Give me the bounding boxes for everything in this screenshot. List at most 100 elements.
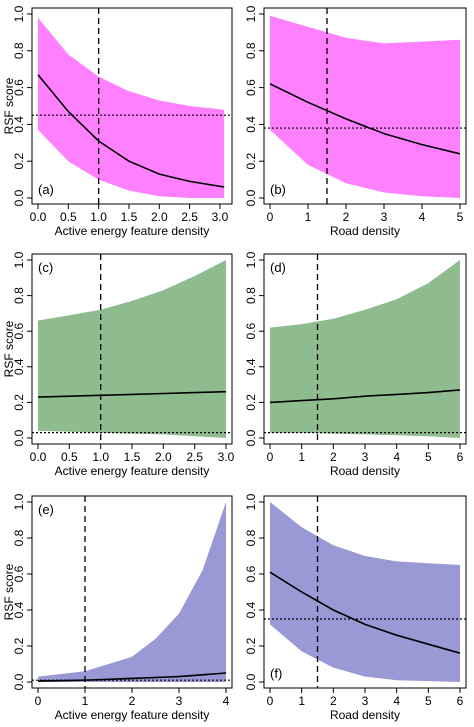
chart-panel-3: 0.0 0.2 0.4 0.6 0.8 1.0 0.0 0.5 1.0 1.5 2.0 2.5 3.0 A… — [2, 251, 235, 478]
y-tick-label: 0.4 — [12, 358, 26, 375]
x-tick-label: 4 — [223, 694, 230, 708]
x-tick-label: 1 — [298, 694, 305, 708]
x-tick-label: 0 — [267, 210, 274, 224]
y-tick-label: 0.0 — [244, 189, 258, 206]
y-tick-label: 0.4 — [244, 601, 258, 618]
y-tick-label: 0.6 — [244, 323, 258, 340]
y-tick-label: 0.0 — [244, 429, 258, 446]
confidence-band — [38, 260, 226, 438]
y-tick-label: 0.4 — [12, 601, 26, 618]
rsf-curve — [269, 389, 461, 404]
x-tick-label: 2 — [330, 694, 337, 708]
y-tick-label: 1.0 — [244, 493, 258, 510]
y-tick-label: 0.8 — [12, 529, 26, 546]
confidence-band — [270, 502, 460, 682]
rsf-curve — [269, 83, 461, 155]
x-tick-label: 5 — [425, 450, 432, 464]
panel-label: (e) — [38, 502, 54, 517]
x-tick-label: 0.5 — [61, 450, 78, 464]
x-tick-label: 2 — [330, 450, 337, 464]
x-tick-label: 2.0 — [155, 450, 172, 464]
y-axis-label: RSF score — [2, 77, 16, 134]
plot-frame — [31, 7, 233, 205]
rsf-curve — [269, 571, 461, 654]
x-tick-label: 0.0 — [30, 210, 47, 224]
x-tick-label: 0.5 — [60, 210, 77, 224]
y-tick-label: 1.0 — [12, 5, 26, 22]
x-tick-label: 3.0 — [218, 450, 235, 464]
x-tick-label: 0 — [267, 450, 274, 464]
x-tick-label: 0 — [35, 694, 42, 708]
y-tick-label: 0.8 — [12, 42, 26, 59]
chart-panel-6: 0.0 0.2 0.4 0.6 0.8 1.0 0 1 2 3 4 5 6 Road density (f) — [244, 493, 467, 722]
confidence-band — [270, 260, 460, 438]
y-tick-label: 0.8 — [12, 287, 26, 304]
x-tick-label: 2 — [129, 694, 136, 708]
y-tick-label: 0.0 — [12, 429, 26, 446]
x-tick-label: 3 — [362, 450, 369, 464]
y-tick-label: 1.0 — [12, 251, 26, 268]
x-tick-label: 6 — [457, 450, 464, 464]
x-tick-label: 4 — [393, 450, 400, 464]
x-tick-label: 2.0 — [151, 210, 168, 224]
rsf-curve — [37, 74, 225, 188]
x-tick-label: 0.0 — [30, 450, 47, 464]
confidence-band — [38, 17, 225, 199]
x-tick-label: 1.0 — [90, 210, 107, 224]
x-tick-label: 5 — [425, 694, 432, 708]
y-tick-label: 0.6 — [12, 565, 26, 582]
x-axis-label: Road density — [330, 464, 400, 478]
x-tick-label: 0 — [267, 694, 274, 708]
y-tick-label: 0.6 — [12, 323, 26, 340]
y-tick-label: 0.6 — [244, 79, 258, 96]
x-tick-label: 1 — [305, 210, 312, 224]
x-tick-label: 1.5 — [121, 210, 138, 224]
x-tick-label: 3.0 — [212, 210, 229, 224]
y-tick-label: 0.8 — [244, 287, 258, 304]
y-tick-label: 0.6 — [244, 565, 258, 582]
chart-panel-5: 0.0 0.2 0.4 0.6 0.8 1.0 0 1 2 3 4 Active energy fea… — [2, 493, 233, 722]
x-tick-label: 1 — [298, 450, 305, 464]
y-tick-label: 0.0 — [244, 673, 258, 690]
y-axis-label: RSF score — [2, 563, 16, 620]
x-axis-label: Road density — [330, 224, 400, 238]
x-tick-label: 3 — [381, 210, 388, 224]
y-tick-label: 0.4 — [244, 116, 258, 133]
confidence-band — [38, 502, 226, 682]
chart-panel-4: 0.0 0.2 0.4 0.6 0.8 1.0 0 1 2 3 4 5 6 Road density (d) — [244, 251, 467, 478]
x-tick-label: 1 — [82, 694, 89, 708]
x-axis-label: Active energy feature density — [55, 708, 210, 722]
x-tick-label: 2 — [343, 210, 350, 224]
plot-frame — [263, 7, 467, 205]
chart-panel-2: 0.0 0.2 0.4 0.6 0.8 1.0 0 1 2 3 4 5 Road density (b) — [244, 5, 467, 238]
x-tick-label: 2.5 — [186, 450, 203, 464]
x-tick-label: 3 — [362, 694, 369, 708]
panel-label: (a) — [38, 182, 54, 197]
panel-label: (f) — [270, 666, 282, 681]
confidence-band — [270, 15, 460, 198]
x-tick-label: 4 — [393, 694, 400, 708]
y-tick-label: 1.0 — [244, 5, 258, 22]
y-tick-label: 0.2 — [12, 637, 26, 654]
y-tick-label: 1.0 — [12, 493, 26, 510]
y-tick-label: 0.2 — [12, 153, 26, 170]
x-axis-label: Active energy feature density — [55, 224, 210, 238]
chart-panel-1: 0.0 0.2 0.4 0.6 0.8 1.0 0.0 0.5 1.0 1.5 2.0 2.5 3.0A… — [2, 5, 233, 238]
y-tick-label: 0.0 — [12, 673, 26, 690]
y-axis-label: RSF score — [2, 320, 16, 377]
x-axis-label: Active energy feature density — [55, 464, 210, 478]
x-tick-label: 2.5 — [181, 210, 198, 224]
x-tick-label: 6 — [457, 694, 464, 708]
y-tick-label: 0.0 — [12, 189, 26, 206]
y-tick-label: 0.8 — [244, 42, 258, 59]
x-tick-label: 3 — [176, 694, 183, 708]
y-tick-label: 0.2 — [244, 153, 258, 170]
x-tick-label: 5 — [457, 210, 464, 224]
x-tick-label: 1.0 — [92, 450, 109, 464]
y-tick-label: 0.4 — [12, 116, 26, 133]
y-tick-label: 1.0 — [244, 251, 258, 268]
y-tick-label: 0.2 — [12, 394, 26, 411]
panel-label: (d) — [270, 260, 286, 275]
y-tick-label: 0.2 — [244, 394, 258, 411]
